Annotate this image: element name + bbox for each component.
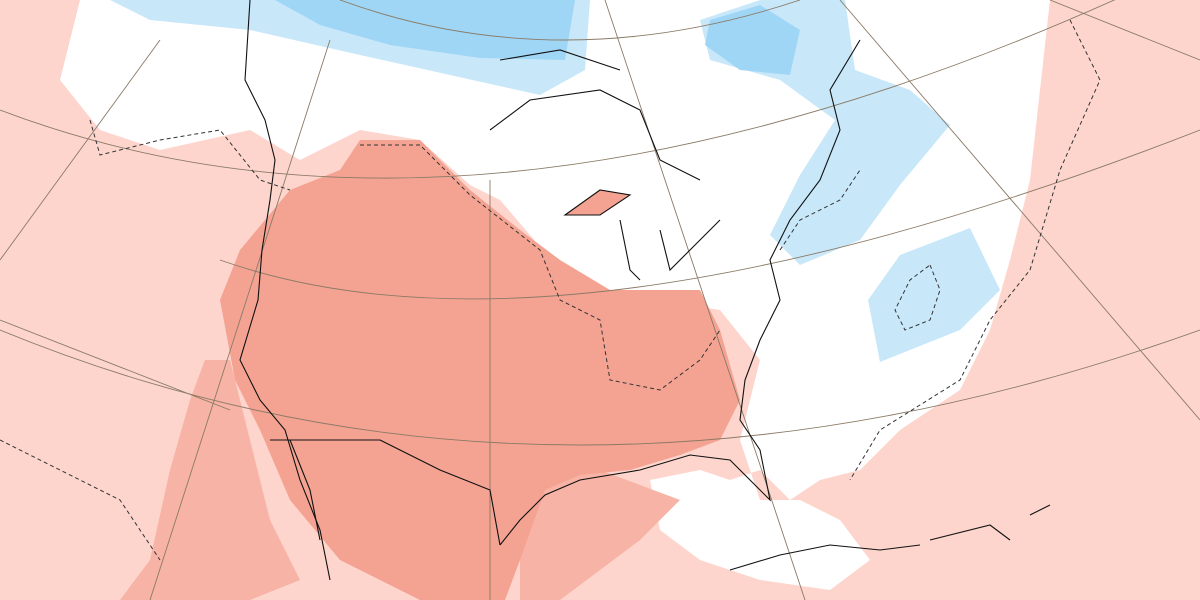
contour (894, 264, 941, 331)
latitude (339, 0, 801, 41)
coastline (729, 504, 1051, 571)
cold-region-medium (705, 5, 800, 75)
meridian (0, 39, 161, 261)
coastlines (239, 0, 1051, 581)
meridian (839, 0, 1200, 421)
coastline (289, 439, 321, 541)
meridian (604, 0, 806, 600)
meridian (1049, 0, 1200, 61)
coastline (239, 0, 331, 581)
latitude (0, 329, 1200, 446)
warm-region-strong (220, 140, 740, 600)
contours (0, 19, 1101, 561)
lake (565, 190, 630, 215)
contour (0, 439, 161, 561)
coastline (489, 49, 701, 181)
contour (360, 144, 721, 391)
warm-region-medium (520, 470, 680, 600)
meridian (149, 39, 331, 600)
cold-region-light (868, 228, 1000, 362)
neutral-region (60, 0, 1050, 590)
contour (779, 169, 861, 251)
contour (849, 19, 1101, 481)
warm-region-medium (120, 360, 300, 600)
coastline (499, 39, 861, 546)
coastline (270, 439, 501, 546)
lake-shore (563, 189, 721, 281)
latitude (219, 129, 1200, 300)
cold-region-medium (275, 0, 575, 60)
latitude (0, 0, 1116, 179)
contour (89, 119, 291, 191)
